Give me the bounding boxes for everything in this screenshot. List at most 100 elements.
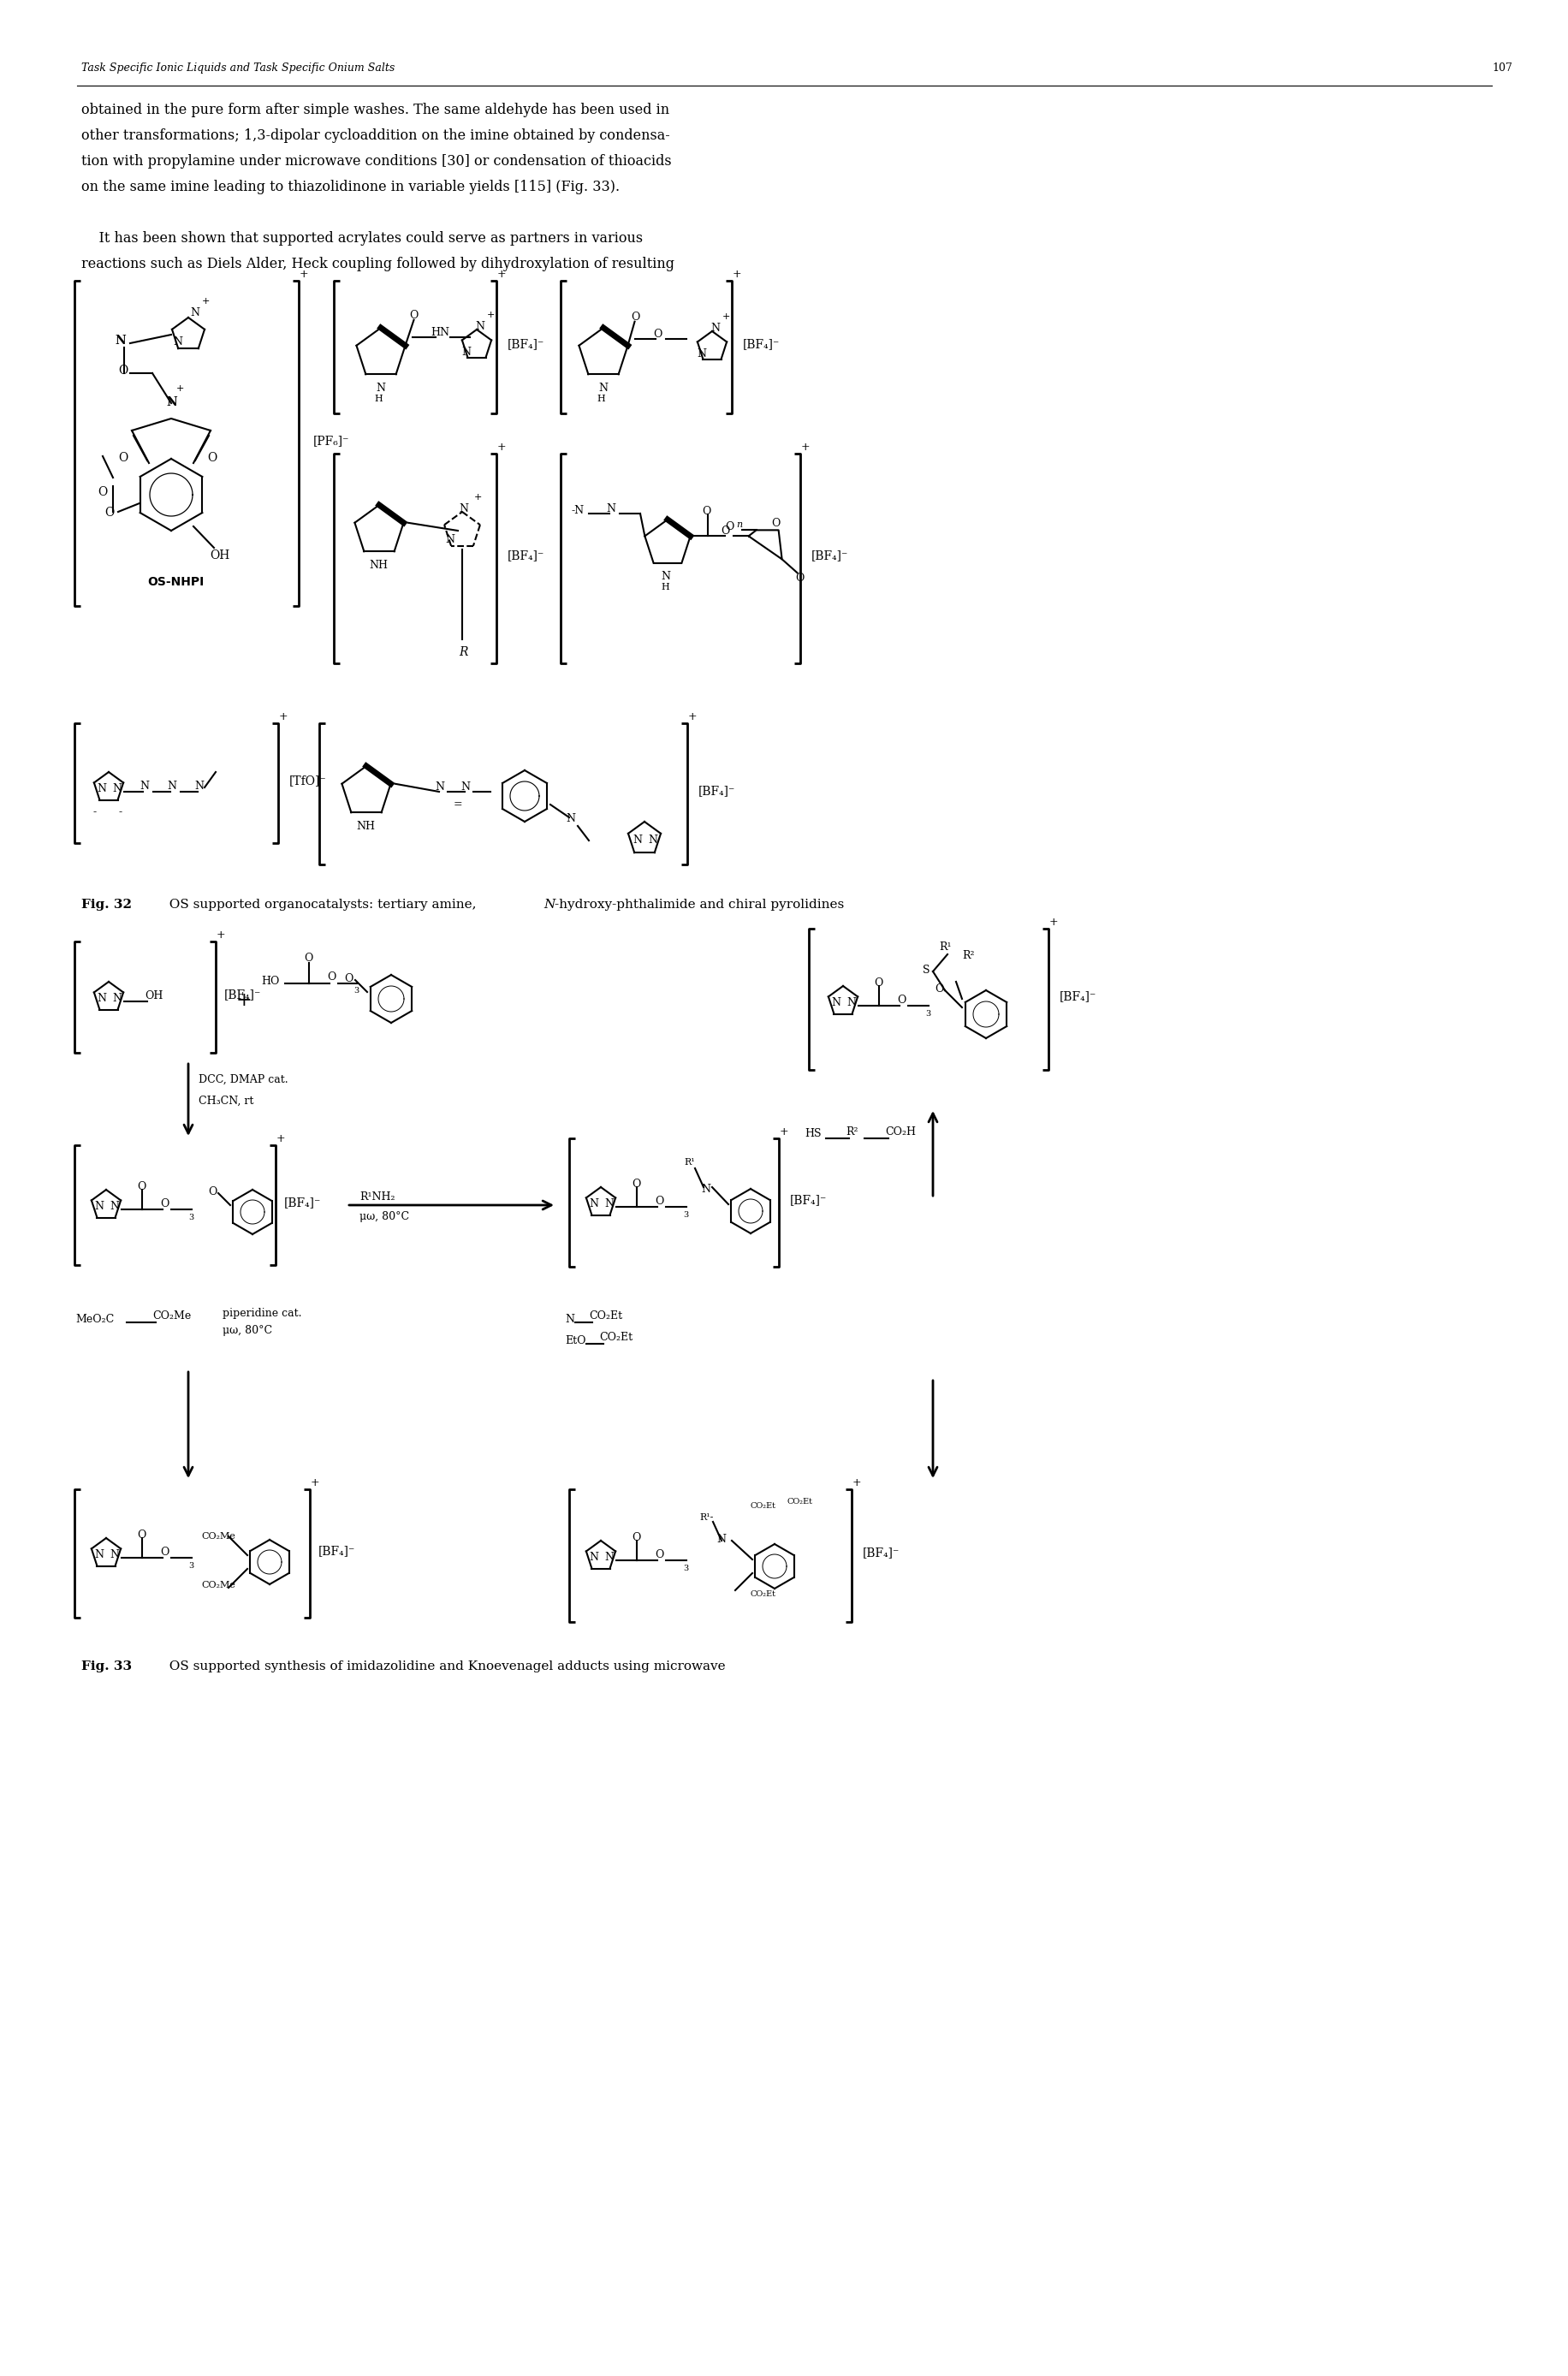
Text: R¹: R¹ — [938, 941, 950, 953]
Text: EtO: EtO — [564, 1335, 585, 1347]
Text: obtained in the pure form after simple washes. The same aldehyde has been used i: obtained in the pure form after simple w… — [82, 102, 670, 116]
Text: N: N — [847, 998, 856, 1007]
Text: [BF₄]⁻: [BF₄]⁻ — [508, 337, 544, 349]
Text: R¹NH₂: R¹NH₂ — [359, 1190, 395, 1202]
Text: It has been shown that supported acrylates could serve as partners in various: It has been shown that supported acrylat… — [82, 230, 643, 245]
Text: H: H — [596, 394, 605, 404]
Text: O: O — [105, 506, 114, 518]
Text: [BF₄]⁻: [BF₄]⁻ — [1058, 991, 1096, 1003]
Text: N: N — [114, 335, 125, 347]
Text: N: N — [604, 1552, 613, 1563]
Text: -hydroxy-phthalimide and chiral pyrolidines: -hydroxy-phthalimide and chiral pyrolidi… — [555, 898, 844, 910]
Text: N: N — [461, 782, 470, 794]
Text: Fig. 32: Fig. 32 — [82, 898, 132, 910]
Text: O: O — [630, 311, 640, 323]
Text: [BF₄]⁻: [BF₄]⁻ — [743, 337, 779, 349]
Text: OS supported organocatalysts: tertiary amine,: OS supported organocatalysts: tertiary a… — [162, 898, 480, 910]
Text: R: R — [458, 646, 467, 658]
Text: tion with propylamine under microwave conditions [30] or condensation of thioaci: tion with propylamine under microwave co… — [82, 154, 671, 169]
Text: [PF₆]⁻: [PF₆]⁻ — [314, 435, 350, 447]
Text: O: O — [136, 1530, 146, 1540]
Text: 3: 3 — [682, 1566, 688, 1573]
Text: N: N — [94, 1549, 103, 1561]
Text: CO₂Et: CO₂Et — [599, 1333, 632, 1342]
Text: HN: HN — [431, 328, 450, 337]
Text: n: n — [737, 520, 742, 530]
Text: [BF₄]⁻: [BF₄]⁻ — [508, 549, 544, 561]
Text: R²: R² — [961, 950, 974, 962]
Text: N: N — [475, 321, 485, 333]
Text: N: N — [597, 383, 607, 394]
Text: +: + — [176, 385, 183, 392]
Text: N: N — [166, 397, 177, 409]
Text: CO₂Me: CO₂Me — [152, 1312, 191, 1321]
Text: N: N — [632, 834, 641, 846]
Text: +: + — [216, 929, 226, 941]
Text: O: O — [207, 451, 216, 463]
Text: O: O — [326, 972, 336, 984]
Text: O: O — [873, 977, 883, 988]
Text: +: + — [497, 268, 506, 280]
Text: μω, 80°C: μω, 80°C — [359, 1212, 409, 1221]
Text: NH: NH — [356, 820, 375, 832]
Text: N: N — [194, 782, 204, 791]
Text: +: + — [279, 710, 289, 722]
Text: N: N — [543, 898, 555, 910]
Text: OH: OH — [210, 549, 229, 561]
Text: CO₂Et: CO₂Et — [750, 1590, 776, 1599]
Text: N: N — [588, 1552, 597, 1563]
Text: DCC, DMAP cat.: DCC, DMAP cat. — [199, 1074, 289, 1086]
Text: N: N — [111, 993, 121, 1005]
Text: O: O — [632, 1178, 640, 1190]
Text: CO₂H: CO₂H — [884, 1126, 916, 1138]
Text: O: O — [724, 523, 734, 532]
Text: N: N — [461, 347, 470, 359]
Text: O: O — [654, 1195, 663, 1207]
Text: 3: 3 — [925, 1010, 930, 1017]
Text: O: O — [118, 364, 127, 378]
Text: N: N — [604, 1198, 613, 1209]
Text: [BF₄]⁻: [BF₄]⁻ — [862, 1547, 900, 1559]
Text: =: = — [453, 798, 463, 810]
Text: HS: HS — [804, 1129, 820, 1138]
Text: 3: 3 — [188, 1561, 193, 1571]
Text: N: N — [434, 782, 444, 794]
Text: +: + — [779, 1126, 789, 1138]
Text: OS supported synthesis of imidazolidine and Knoevenagel adducts using microwave: OS supported synthesis of imidazolidine … — [162, 1661, 724, 1673]
Text: R²: R² — [845, 1126, 858, 1138]
Text: N: N — [660, 570, 670, 582]
Text: CO₂Et: CO₂Et — [787, 1497, 812, 1506]
Text: μω, 80°C: μω, 80°C — [223, 1326, 273, 1335]
Text: O: O — [654, 1549, 663, 1561]
Text: N: N — [564, 1314, 574, 1326]
Text: O: O — [160, 1198, 169, 1209]
Text: +: + — [688, 710, 696, 722]
Text: +: + — [202, 297, 210, 307]
Text: N: N — [710, 323, 720, 333]
Text: N: N — [605, 504, 615, 513]
Text: S: S — [922, 965, 930, 977]
Text: +: + — [310, 1478, 320, 1487]
Text: O: O — [343, 974, 353, 984]
Text: N: N — [97, 784, 107, 794]
Text: +: + — [497, 442, 506, 454]
Text: N: N — [696, 349, 706, 359]
Text: CO₂Me: CO₂Me — [201, 1580, 235, 1590]
Text: O: O — [897, 996, 905, 1005]
Text: 107: 107 — [1491, 62, 1512, 74]
Text: -: - — [119, 805, 122, 817]
Text: O: O — [771, 518, 781, 530]
Text: reactions such as Diels Alder, Heck coupling followed by dihydroxylation of resu: reactions such as Diels Alder, Heck coup… — [82, 257, 674, 271]
Text: N: N — [190, 307, 199, 318]
Text: +: + — [235, 991, 252, 1010]
Text: MeO₂C: MeO₂C — [75, 1314, 114, 1326]
Text: 3: 3 — [682, 1212, 688, 1219]
Text: O: O — [118, 451, 127, 463]
Text: N: N — [140, 782, 149, 791]
Text: HO: HO — [260, 977, 279, 986]
Text: 3: 3 — [188, 1214, 193, 1221]
Text: N: N — [110, 1549, 119, 1561]
Text: N: N — [375, 383, 384, 394]
Text: N: N — [717, 1535, 726, 1544]
Text: CO₂Et: CO₂Et — [588, 1312, 622, 1321]
